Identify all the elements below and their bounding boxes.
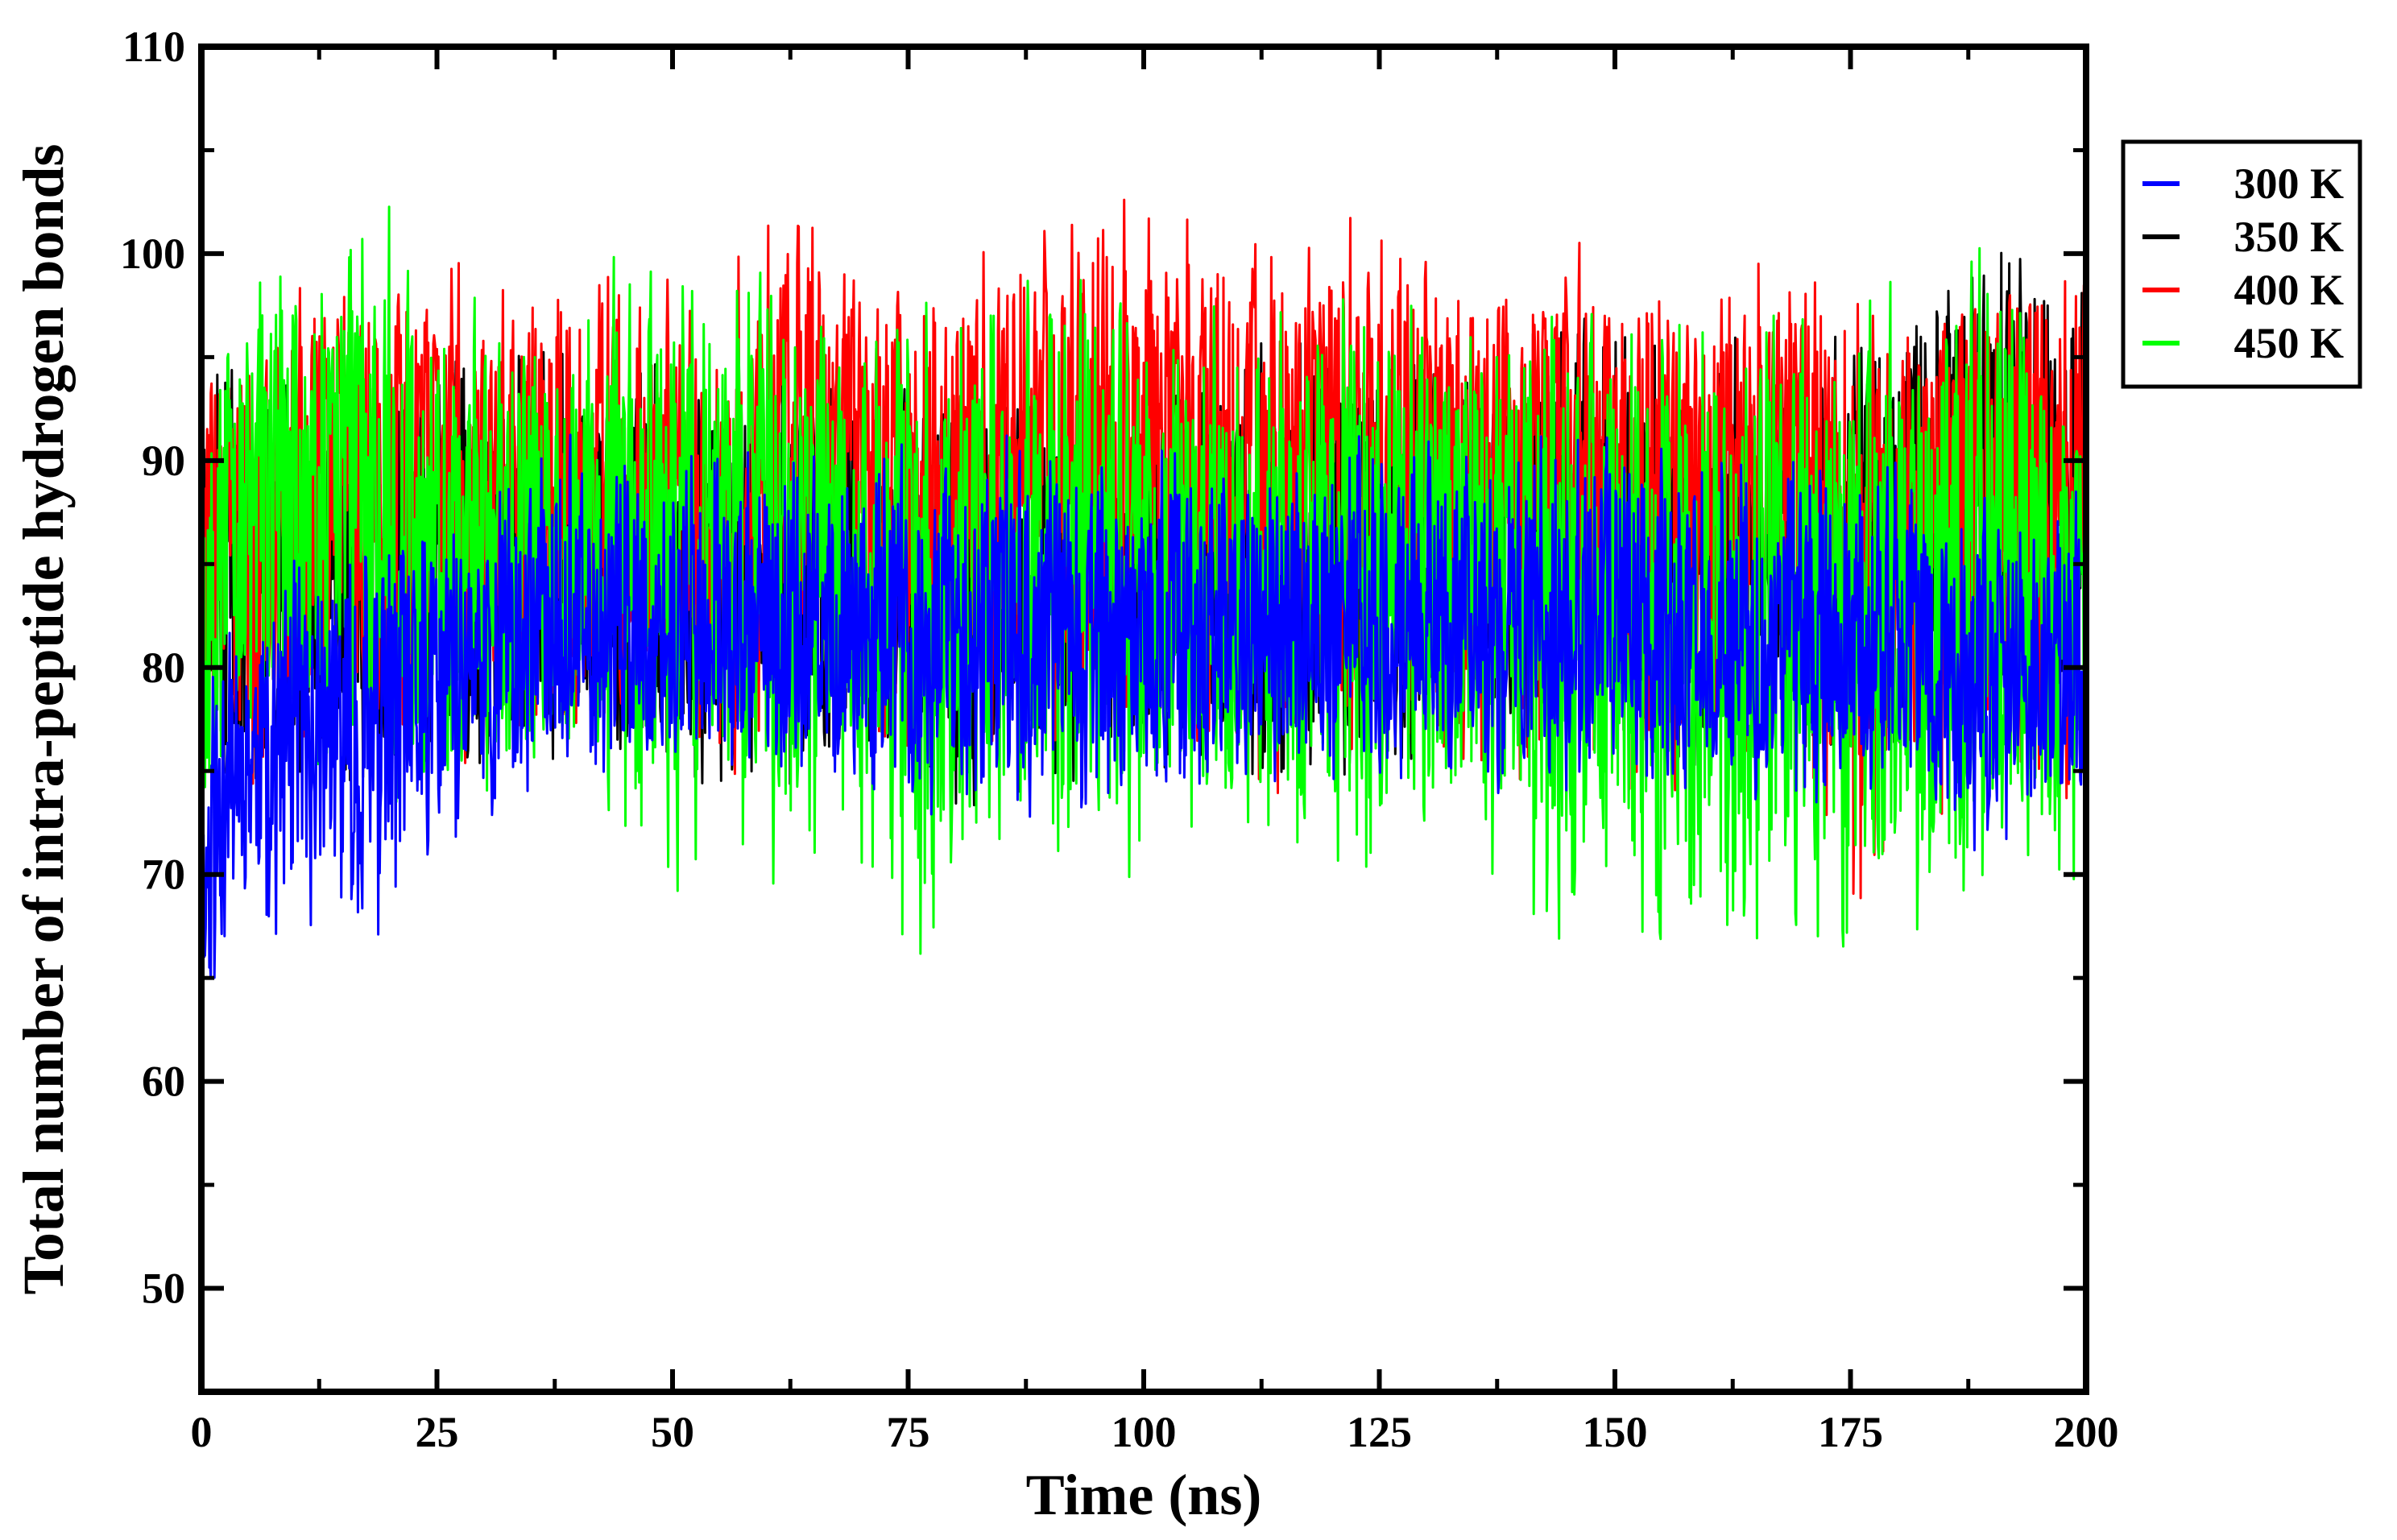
series-layer: [201, 198, 2086, 1020]
y-tick-label: 100: [120, 230, 185, 278]
x-tick-label: 150: [1583, 1408, 1648, 1456]
series-line-400-k: [201, 198, 2086, 900]
legend: 300 K 350 K 400 K 450 K: [2121, 139, 2362, 389]
x-tick-label: 200: [2054, 1408, 2119, 1456]
x-tick-label: 0: [191, 1408, 213, 1456]
y-tick-label: 110: [122, 23, 185, 71]
y-tick-label: 80: [142, 644, 185, 692]
y-tick-label: 50: [142, 1265, 185, 1313]
legend-label: 400 K: [2233, 266, 2344, 314]
x-axis-label: Time (ns): [1026, 1463, 1262, 1527]
legend-label: 350 K: [2233, 213, 2344, 261]
series-line-300-k: [201, 433, 2086, 1020]
y-tick-label: 70: [142, 851, 185, 899]
legend-label: 300 K: [2233, 159, 2344, 208]
y-axis-label: Total number of intra-peptide hydrogen b…: [11, 144, 76, 1295]
x-tick-label: 100: [1112, 1408, 1177, 1456]
y-tick-label: 60: [142, 1058, 185, 1106]
legend-label: 450 K: [2233, 319, 2344, 367]
x-tick-label: 75: [887, 1408, 930, 1456]
x-tick-label: 175: [1818, 1408, 1883, 1456]
y-tick-label: 90: [142, 437, 185, 485]
x-tick-label: 25: [416, 1408, 459, 1456]
y-axis: 50 60 70 80 90 100 110: [120, 23, 2086, 1394]
x-tick-label: 125: [1347, 1408, 1412, 1456]
x-axis: 0 25 50 75 100 125 150 175 200: [191, 47, 2119, 1456]
x-tick-label: 50: [651, 1408, 694, 1456]
